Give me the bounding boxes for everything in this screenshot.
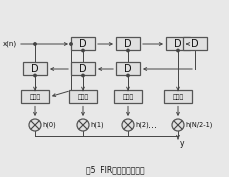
Text: h(1): h(1) — [90, 122, 103, 128]
Circle shape — [126, 49, 129, 52]
Bar — [165, 38, 189, 50]
Text: 加法器: 加法器 — [77, 94, 88, 100]
Text: D: D — [173, 39, 181, 49]
Text: D: D — [124, 39, 131, 49]
Text: 加法器: 加法器 — [122, 94, 133, 100]
Text: h(N/2-1): h(N/2-1) — [184, 122, 211, 128]
Text: 图5  FIR成形滤波器框图: 图5 FIR成形滤波器框图 — [85, 165, 144, 175]
Bar — [71, 38, 95, 50]
Text: 加法器: 加法器 — [29, 94, 41, 100]
Bar — [69, 90, 97, 104]
Circle shape — [121, 119, 134, 131]
Text: D: D — [79, 64, 86, 74]
Circle shape — [126, 74, 129, 77]
Text: y: y — [179, 139, 184, 149]
Text: D: D — [124, 64, 131, 74]
Bar — [182, 38, 206, 50]
Bar — [163, 90, 191, 104]
Circle shape — [171, 119, 183, 131]
Circle shape — [34, 43, 36, 45]
Bar — [23, 62, 47, 76]
Bar — [115, 38, 139, 50]
Circle shape — [77, 119, 89, 131]
Text: 加法器: 加法器 — [172, 94, 183, 100]
Circle shape — [29, 119, 41, 131]
Circle shape — [82, 49, 84, 52]
Text: D: D — [190, 39, 198, 49]
Bar — [21, 90, 49, 104]
Bar — [115, 62, 139, 76]
Circle shape — [69, 43, 72, 45]
Text: h(0): h(0) — [42, 122, 55, 128]
Circle shape — [176, 49, 178, 52]
Bar — [71, 62, 95, 76]
Text: D: D — [31, 64, 39, 74]
Bar — [114, 90, 141, 104]
Text: ...: ... — [148, 120, 157, 130]
Circle shape — [82, 74, 84, 77]
Circle shape — [34, 74, 36, 77]
Text: D: D — [79, 39, 86, 49]
Text: x(n): x(n) — [3, 41, 17, 47]
Text: h(2): h(2) — [134, 122, 148, 128]
